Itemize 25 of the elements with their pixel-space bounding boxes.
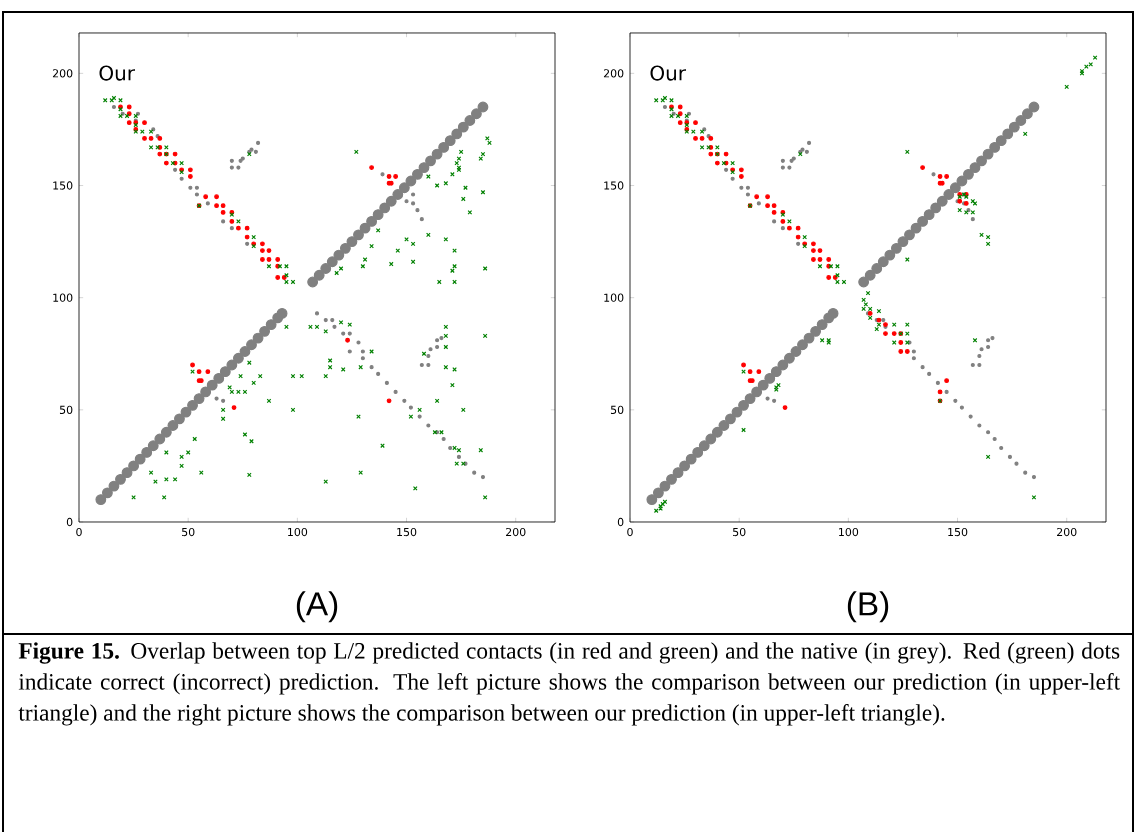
x-axis-title: (B) xyxy=(847,591,889,623)
x-tick-label: 50 xyxy=(182,527,195,537)
text: Figure 15. Overlap between top L/2 predicted contacts (in red and green) and the native (in grey). Red (green) dots indicate correct (incorrect) prediction. The left picture shows the comparison between our prediction (in upper-left triangle) and the right picture shows the comparison between our prediction (in upper-left triangle). xyxy=(18,642,1121,726)
x-tick-label: 0 xyxy=(627,527,633,537)
y-tick-label: 200 xyxy=(603,69,624,78)
x-tick-label: 150 xyxy=(948,527,968,537)
y-tick-label: 150 xyxy=(53,181,73,190)
x-tick-label: 200 xyxy=(1057,527,1077,537)
y-tick-label: 100 xyxy=(604,293,624,302)
y-tick-label: 50 xyxy=(610,405,624,414)
x-tick-label: 200 xyxy=(506,527,526,537)
x-tick-label: 100 xyxy=(839,527,859,537)
annotation: Our xyxy=(99,65,136,81)
x-tick-label: 0 xyxy=(76,527,82,537)
x-tick-label: 150 xyxy=(397,527,417,537)
x-tick-label: 100 xyxy=(288,527,308,537)
y-tick-label: 0 xyxy=(66,517,73,527)
y-tick-label: 0 xyxy=(617,517,624,527)
y-tick-label: 50 xyxy=(59,405,73,414)
y-tick-label: 150 xyxy=(604,181,624,190)
y-tick-label: 200 xyxy=(52,69,73,78)
annotation: Our xyxy=(650,65,687,81)
x-tick-label: 50 xyxy=(733,527,746,537)
x-axis-title: (A) xyxy=(296,591,338,623)
y-tick-label: 100 xyxy=(53,293,73,302)
